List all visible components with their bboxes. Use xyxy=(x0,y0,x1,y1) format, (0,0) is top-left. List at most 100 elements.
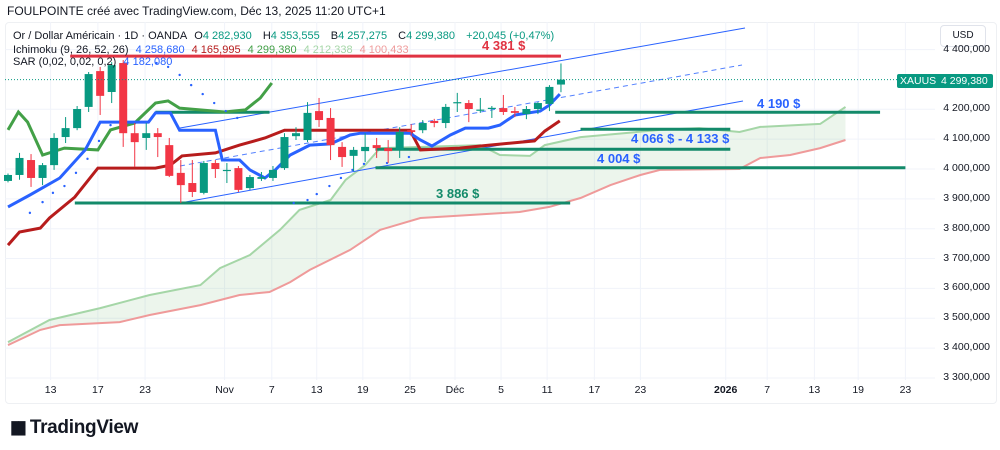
channel-upper-line xyxy=(179,27,746,129)
symbol-badge: XAUUSD xyxy=(897,74,947,88)
candle-up xyxy=(453,102,462,104)
sar-dot xyxy=(315,192,318,196)
candle-up xyxy=(556,79,565,85)
grid xyxy=(5,22,935,380)
candle-up xyxy=(268,169,277,178)
candle-up xyxy=(73,109,82,129)
last-price-badge: 4 299,380 xyxy=(936,74,993,88)
candle-down xyxy=(338,146,347,158)
date-tick-label: 25 xyxy=(404,384,416,396)
candle-down xyxy=(499,108,508,112)
sar-dot xyxy=(351,168,354,172)
candle-up xyxy=(61,128,70,138)
price-tick-label: 3 300,000 xyxy=(943,370,990,383)
candle-up xyxy=(50,137,59,166)
channel-lower-line xyxy=(179,100,744,204)
sar-dot xyxy=(362,162,366,166)
candle-down xyxy=(153,133,162,138)
candle-up xyxy=(84,74,93,107)
sar-dot xyxy=(28,211,32,215)
candle-down xyxy=(211,163,220,169)
price-tick-label: 3 500,000 xyxy=(943,311,990,324)
sar-dot xyxy=(328,184,331,188)
date-tick-label: 19 xyxy=(852,384,865,396)
legend-main: Or / Dollar Américain · 1D · OANDA O4 28… xyxy=(13,30,558,42)
legend-ichimoku[interactable]: Ichimoku (9, 26, 52, 26) 4 258,680 4 165… xyxy=(13,44,413,56)
level-label-4004: 4 004 $ xyxy=(597,151,641,166)
span-b-value: 4 100,433 xyxy=(359,44,409,56)
chart-title: FOULPOINTE créé avec TradingView.com, Dé… xyxy=(7,4,386,18)
candle-down xyxy=(430,120,439,124)
sar-dot xyxy=(189,83,193,87)
legend-symbol: Or / Dollar Américain · 1D · OANDA xyxy=(13,30,188,42)
date-tick-label: 23 xyxy=(139,384,151,396)
candle-down xyxy=(510,111,519,113)
candle-down xyxy=(165,145,174,176)
sar-dot xyxy=(224,109,227,113)
candle-down xyxy=(407,130,416,132)
sar-dot xyxy=(292,201,295,205)
date-tick-label: 17 xyxy=(92,384,104,396)
sar-dot xyxy=(306,198,309,202)
sar-dot xyxy=(41,200,44,204)
candle-down xyxy=(96,71,105,96)
price-tick-label: 4 200,000 xyxy=(943,102,990,115)
currency-button[interactable]: USD xyxy=(940,25,986,47)
price-tick-label: 4 400,000 xyxy=(943,42,990,55)
candle-down xyxy=(188,183,197,192)
candle-up xyxy=(280,137,289,169)
candle-up xyxy=(487,107,496,110)
date-tick-label: 7 xyxy=(268,384,275,396)
date-tick-label: 23 xyxy=(634,384,647,396)
candle-down xyxy=(464,103,473,110)
candle-up xyxy=(395,131,404,150)
price-tick-label: 4 100,000 xyxy=(943,132,990,145)
kijun-value: 4 165,995 xyxy=(191,44,241,56)
date-tick-label: 13 xyxy=(310,384,323,396)
kijun-line xyxy=(6,119,561,247)
chikou-value: 4 299,380 xyxy=(247,44,297,56)
tradingview-logo[interactable]: ▮▮ TradingView xyxy=(10,417,139,438)
sar-dot xyxy=(51,191,55,195)
candle-down xyxy=(326,117,335,146)
candle-up xyxy=(15,157,24,175)
candle-up xyxy=(441,106,450,124)
legend-open: O4 282,930 xyxy=(194,30,252,42)
candle-down xyxy=(27,160,36,178)
legend-low: B4 257,275 xyxy=(330,30,388,42)
candle-up xyxy=(107,65,116,92)
sar-dot xyxy=(109,123,112,127)
date-tick-label: 2026 xyxy=(714,384,738,396)
sar-dot xyxy=(74,171,78,175)
level-label-resistance: 4 381 $ xyxy=(482,38,526,53)
date-tick-label: 5 xyxy=(498,384,504,396)
price-tick-label: 3 600,000 xyxy=(943,281,990,294)
candle-up xyxy=(38,165,47,178)
sar-dot xyxy=(407,155,411,159)
sar-dot xyxy=(385,161,389,165)
date-tick-label: 23 xyxy=(899,384,912,396)
date-tick-label: 13 xyxy=(44,384,57,396)
candle-down xyxy=(315,111,324,121)
price-tick-label: 3 800,000 xyxy=(943,221,990,234)
candle-up xyxy=(4,174,12,181)
span-a-value: 4 212,338 xyxy=(303,44,353,56)
candle-down xyxy=(119,63,128,134)
legend-sar[interactable]: SAR (0,02, 0,02, 0,2) 4 182,080 xyxy=(13,56,176,68)
sar-dot xyxy=(155,61,158,65)
sar-dot xyxy=(236,116,239,120)
candle-up xyxy=(257,177,266,179)
sar-label: SAR (0,02, 0,02, 0,2) xyxy=(13,56,117,68)
date-tick-label: 7 xyxy=(764,384,771,396)
candle-up xyxy=(349,149,358,156)
tradingview-logo-icon: ▮▮ xyxy=(10,417,27,437)
candle-down xyxy=(372,145,381,149)
indicator-lines xyxy=(6,61,561,247)
candle-down xyxy=(384,148,393,152)
candle-up xyxy=(222,169,231,172)
sar-dot xyxy=(201,92,204,96)
price-tick-label: 3 700,000 xyxy=(943,251,990,264)
tenkan-line xyxy=(7,93,561,209)
price-tick-label: 3 900,000 xyxy=(943,191,990,204)
